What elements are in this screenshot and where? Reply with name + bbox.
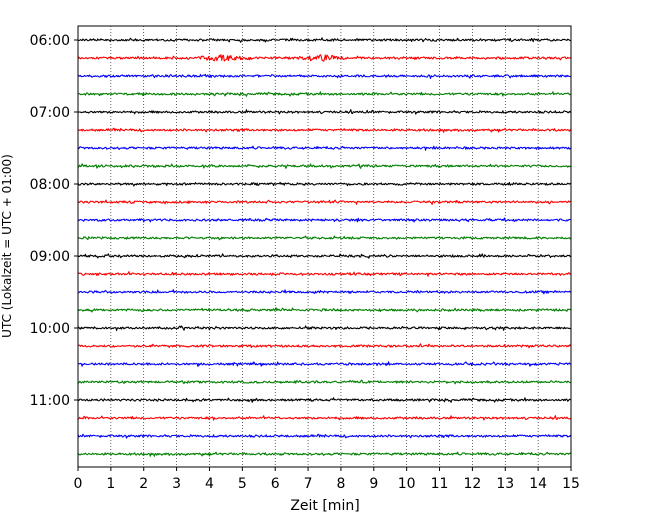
seismic-trace (77, 217, 572, 223)
x-axis-title: Zeit [min] (290, 498, 359, 514)
y-tick-label: 07:00 (30, 105, 70, 121)
seismic-trace (77, 325, 572, 331)
x-tick-label: 12 (463, 476, 481, 492)
y-tick-label: 10:00 (30, 321, 70, 337)
seismic-trace (77, 415, 572, 421)
grid-lines (110, 26, 539, 467)
seismic-trace (77, 37, 572, 43)
seismic-trace (77, 54, 572, 62)
x-tick-label: 14 (529, 476, 547, 492)
x-tick-label: 6 (271, 476, 280, 492)
seismic-trace (77, 73, 572, 79)
seismic-trace (77, 145, 572, 151)
seismic-trace (77, 289, 572, 295)
x-tick-label: 5 (238, 476, 247, 492)
x-tick-label: 10 (398, 476, 416, 492)
seismic-traces (77, 37, 572, 457)
x-tick-label: 7 (304, 476, 313, 492)
x-tick-label: 2 (139, 476, 148, 492)
x-tick-label: 9 (369, 476, 378, 492)
y-axis: 06:00 07:00 08:00 09:00 10:00 11:00 (30, 33, 78, 409)
seismic-trace (77, 451, 572, 457)
x-tick-label: 13 (496, 476, 514, 492)
seismic-trace (77, 163, 572, 169)
seismic-trace (77, 253, 572, 259)
x-tick-label: 11 (431, 476, 449, 492)
x-tick-label: 3 (172, 476, 181, 492)
seismic-trace (77, 181, 572, 187)
y-tick-label: 06:00 (30, 33, 70, 49)
plot-frame (77, 25, 572, 468)
seismic-trace (77, 361, 572, 368)
seismic-trace (77, 235, 572, 241)
seismic-trace (77, 307, 572, 313)
seismic-trace (77, 379, 572, 385)
x-tick-label: 0 (74, 476, 83, 492)
y-tick-label: 08:00 (30, 177, 70, 193)
seismic-trace (77, 271, 572, 277)
seismic-trace (77, 343, 572, 349)
x-tick-label: 8 (336, 476, 345, 492)
y-tick-label: 11:00 (30, 393, 70, 409)
x-tick-label: 15 (562, 476, 580, 492)
x-tick-label: 1 (106, 476, 115, 492)
x-tick-label: 4 (205, 476, 214, 492)
x-axis: 0 1 2 3 4 5 6 7 8 9 10 11 12 13 14 15 (74, 467, 580, 492)
seismic-trace (77, 109, 572, 115)
seismic-trace (77, 127, 572, 133)
seismic-trace (77, 199, 572, 205)
seismic-trace (77, 397, 572, 403)
y-tick-label: 09:00 (30, 249, 70, 265)
seismic-trace (77, 433, 572, 439)
seismic-trace (77, 91, 572, 97)
y-axis-title: UTC (Lokalzeit = UTC + 01:00) (0, 154, 14, 338)
